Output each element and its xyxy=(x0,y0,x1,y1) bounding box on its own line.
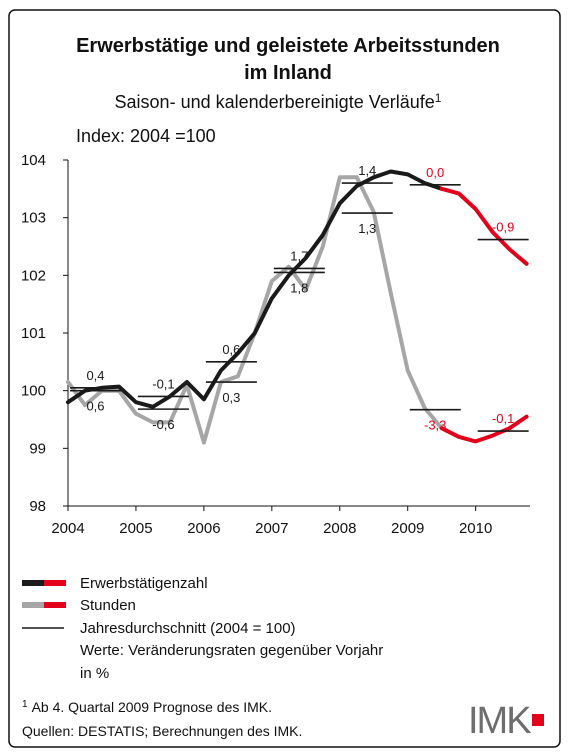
legend-swatch xyxy=(44,602,66,608)
x-tick-label: 2009 xyxy=(391,520,424,537)
legend-swatch xyxy=(22,580,44,586)
annual-label: 0,6 xyxy=(86,399,104,414)
y-tick-label: 104 xyxy=(21,152,46,169)
y-tick-label: 99 xyxy=(29,440,46,457)
legend-note: in % xyxy=(80,665,109,682)
annual-label: -0,1 xyxy=(492,411,514,426)
annual-label: -0,9 xyxy=(492,220,514,235)
legend-swatch xyxy=(44,580,66,586)
annual-label: -0,1 xyxy=(152,376,174,391)
y-tick-label: 103 xyxy=(21,210,46,227)
forecast-line xyxy=(439,414,529,444)
x-tick-label: 2004 xyxy=(51,520,84,537)
legend-swatch xyxy=(22,602,44,608)
y-tick-label: 100 xyxy=(21,383,46,400)
logo: IMK xyxy=(468,700,531,742)
y-tick-label: 102 xyxy=(21,267,46,284)
y-tick-label: 98 xyxy=(29,498,46,515)
x-tick-label: 2005 xyxy=(119,520,152,537)
logo-square xyxy=(532,714,544,726)
chart-title: im Inland xyxy=(244,62,332,84)
y-tick-label: 101 xyxy=(21,325,46,342)
series-line xyxy=(66,169,444,409)
footnote: 1 Ab 4. Quartal 2009 Prognose des IMK. xyxy=(22,699,272,715)
chart-subtitle: Saison- und kalenderbereinigte Verläufe1 xyxy=(115,91,442,112)
x-tick-label: 2010 xyxy=(459,520,492,537)
annual-label: 1,3 xyxy=(358,221,376,236)
y-axis-label: Index: 2004 =100 xyxy=(76,126,216,146)
subtitle-text: Saison- und kalenderbereinigte Verläufe xyxy=(115,92,435,112)
subtitle-note: 1 xyxy=(435,91,442,105)
legend: Erwerbstätigenzahl Stunden Jahresdurchschn… xyxy=(22,575,383,682)
footnote-text: Ab 4. Quartal 2009 Prognose des IMK. xyxy=(32,699,272,715)
annual-label: 1,4 xyxy=(358,163,376,178)
legend-label: Stunden xyxy=(80,597,136,614)
annual-label: 1,7 xyxy=(290,248,308,263)
x-tick-label: 2006 xyxy=(187,520,220,537)
legend-label: Erwerbstätigenzahl xyxy=(80,575,208,592)
x-tick-label: 2007 xyxy=(255,520,288,537)
source: Quellen: DESTATIS; Berechnungen des IMK. xyxy=(22,723,302,739)
forecast-line xyxy=(439,186,529,266)
annual-label: 0,6 xyxy=(222,342,240,357)
legend-label: Jahresdurchschnitt (2004 = 100) xyxy=(80,620,296,637)
plot: 98 99 100 101 102 103 104 2004 2005 2006 2007 2008 2… xyxy=(21,152,530,537)
annual-label: -0,6 xyxy=(152,417,174,432)
legend-note: Werte: Veränderungsraten gegenüber Vorja… xyxy=(80,642,383,659)
annual-label: 0,0 xyxy=(426,165,444,180)
frame xyxy=(8,9,561,748)
footnote-mark: 1 xyxy=(22,699,28,710)
annual-label: 1,8 xyxy=(290,280,308,295)
annual-label: 0,4 xyxy=(86,368,104,383)
annual-label: 0,3 xyxy=(222,390,240,405)
annual-label: -3,3 xyxy=(424,418,446,433)
chart-title: Erwerbstätige und geleistete Arbeitsstun… xyxy=(76,35,500,57)
x-tick-label: 2008 xyxy=(323,520,356,537)
